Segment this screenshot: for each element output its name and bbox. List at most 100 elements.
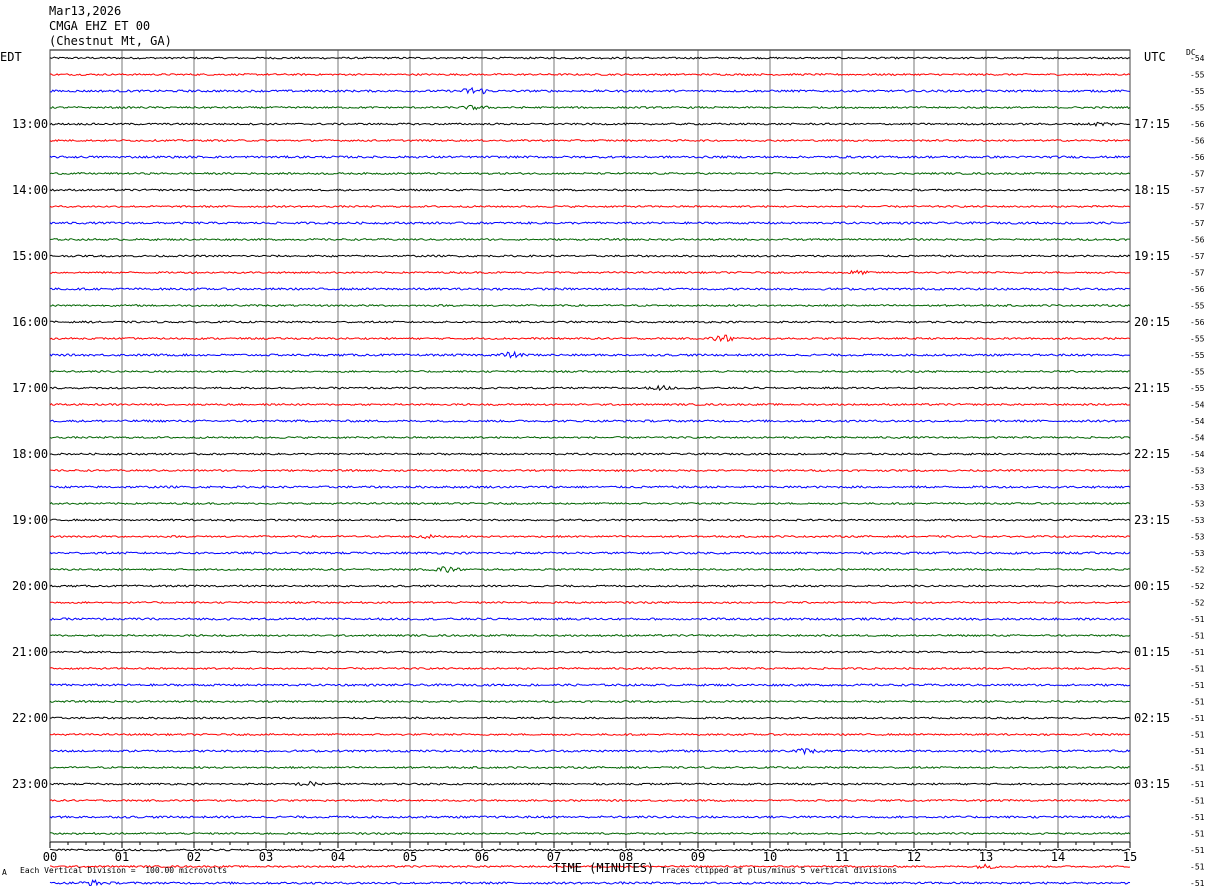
seismic-trace (49, 350, 1131, 359)
dc-offset-label: -55 (1190, 368, 1205, 377)
dc-offset-label: -53 (1190, 549, 1205, 558)
dc-offset-label: -53 (1190, 533, 1205, 542)
station-code: CMGA EHZ ET 00 (49, 19, 151, 33)
plot-date: Mar13,2026 (49, 4, 122, 18)
seismic-trace (49, 468, 1131, 473)
dc-offset-label: -56 (1190, 318, 1205, 327)
seismic-trace (49, 86, 1131, 95)
dc-offset-label: -51 (1190, 846, 1205, 855)
x-tick-label: 05 (403, 850, 417, 864)
seismic-trace (49, 269, 1131, 276)
dc-offset-label: -52 (1190, 582, 1205, 591)
dc-offset-label: -53 (1190, 516, 1205, 525)
seismic-trace (49, 204, 1131, 209)
dc-offset-label: -51 (1190, 681, 1205, 690)
dc-offset-label: -57 (1190, 186, 1205, 195)
seismic-trace (49, 798, 1131, 803)
x-tick-label: 02 (187, 850, 201, 864)
seismic-trace (49, 666, 1131, 671)
dc-offset-label: -51 (1190, 615, 1205, 624)
edt-hour-label: 16:00 (12, 315, 48, 329)
edt-hour-label: 21:00 (12, 645, 48, 659)
seismic-trace (49, 566, 1131, 574)
seismic-trace (49, 56, 1131, 60)
x-tick-label: 11 (835, 850, 849, 864)
seismic-trace (49, 699, 1131, 704)
seismic-trace (49, 815, 1131, 819)
dc-offset-label: -51 (1190, 780, 1205, 789)
dc-offset-label: -53 (1190, 467, 1205, 476)
utc-hour-label: 19:15 (1134, 249, 1170, 263)
x-tick-label: 07 (547, 850, 561, 864)
dc-offset-header: DC (1186, 48, 1196, 57)
dc-offset-label: -51 (1190, 879, 1205, 886)
dc-offset-label: -51 (1190, 747, 1205, 756)
dc-offset-label: -51 (1190, 797, 1205, 806)
dc-offset-label: -54 (1190, 401, 1205, 410)
seismic-trace (49, 518, 1131, 522)
seismic-trace (49, 419, 1131, 423)
station-location: (Chestnut Mt, GA) (49, 34, 172, 48)
x-tick-label: 15 (1123, 850, 1137, 864)
dc-offset-label: -55 (1190, 384, 1205, 393)
seismic-trace (49, 732, 1130, 737)
edt-hour-label: 19:00 (12, 513, 48, 527)
dc-offset-label: -52 (1190, 566, 1205, 575)
utc-hour-label: 20:15 (1134, 315, 1170, 329)
x-tick-label: 14 (1051, 850, 1065, 864)
seismic-trace (49, 600, 1131, 605)
seismic-trace (49, 452, 1131, 456)
dc-offset-label: -51 (1190, 648, 1205, 657)
dc-offset-label: -54 (1190, 450, 1205, 459)
dc-offset-label: -56 (1190, 120, 1205, 129)
dc-offset-label: -54 (1190, 434, 1205, 443)
x-tick-label: 13 (979, 850, 993, 864)
seismic-trace (50, 831, 1131, 836)
dc-offset-label: -56 (1190, 137, 1205, 146)
dc-offset-label: -51 (1190, 698, 1205, 707)
seismic-trace (49, 501, 1131, 506)
seismic-trace (49, 254, 1131, 258)
clipping-note: Traces clipped at plus/minus 5 vertical … (661, 866, 898, 875)
seismic-trace (49, 683, 1131, 687)
seismic-trace (49, 716, 1131, 720)
edt-hour-label: 13:00 (12, 117, 48, 131)
utc-hour-label: 17:15 (1134, 117, 1170, 131)
seismic-trace (50, 303, 1131, 308)
dc-offset-label: -51 (1190, 731, 1205, 740)
dc-offset-label: -54 (1190, 54, 1205, 63)
vertical-division-note: Each Vertical Division = 100.00 microvol… (20, 866, 228, 875)
seismic-trace (49, 121, 1131, 128)
utc-hour-label: 00:15 (1134, 579, 1170, 593)
dc-offset-label: -51 (1190, 863, 1205, 872)
dc-offset-label: -55 (1190, 104, 1205, 113)
dc-offset-label: -56 (1190, 285, 1205, 294)
utc-hour-label: 21:15 (1134, 381, 1170, 395)
dc-offset-label: -55 (1190, 87, 1205, 96)
utc-hour-label: 22:15 (1134, 447, 1170, 461)
dc-offset-label: -57 (1190, 219, 1205, 228)
dc-offset-label: -51 (1190, 714, 1205, 723)
seismic-trace (49, 435, 1131, 440)
utc-hour-label: 03:15 (1134, 777, 1170, 791)
dc-offset-label: -57 (1190, 252, 1205, 261)
seismic-trace (49, 402, 1131, 407)
x-tick-label: 10 (763, 850, 777, 864)
left-timezone-label: EDT (0, 50, 22, 64)
dc-offset-label: -51 (1190, 632, 1205, 641)
edt-hour-label: 18:00 (12, 447, 48, 461)
seismic-trace (49, 765, 1131, 770)
dc-offset-label: -54 (1190, 417, 1205, 426)
seismic-trace (49, 237, 1130, 242)
dc-offset-label: -51 (1190, 830, 1205, 839)
right-timezone-label: UTC (1144, 50, 1166, 64)
utc-hour-label: 18:15 (1134, 183, 1170, 197)
seismic-trace (49, 334, 1131, 343)
dc-offset-label: -57 (1190, 170, 1205, 179)
dc-offset-label: -56 (1190, 153, 1205, 162)
dc-offset-label: -57 (1190, 269, 1205, 278)
plot-frame (49, 49, 1131, 843)
seismic-trace (49, 780, 1131, 787)
seismic-trace (49, 633, 1131, 638)
